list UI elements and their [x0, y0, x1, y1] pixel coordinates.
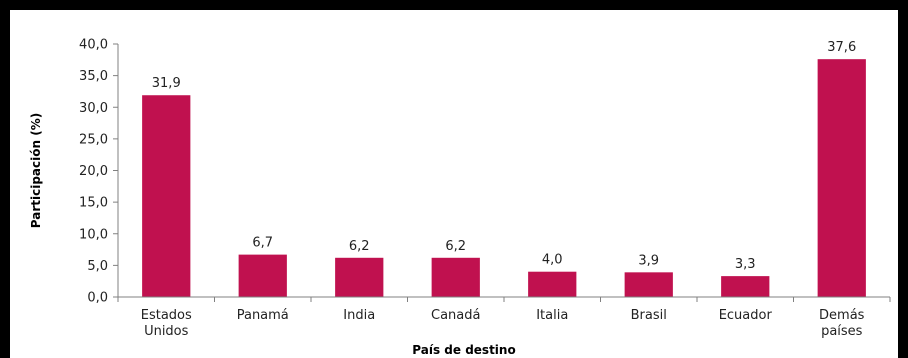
bar-chart: 0,0 5,0 10,0 15,0 20,0 25,0 30,0 35,0 40,0 31,9 6… — [29, 38, 891, 357]
bar — [431, 257, 480, 297]
data-label: 3,3 — [735, 257, 756, 272]
x-tick-label: países — [821, 324, 863, 339]
y-tick-label: 25,0 — [79, 132, 108, 147]
data-label: 37,6 — [827, 40, 856, 55]
bar — [721, 276, 770, 297]
y-tick-label: 20,0 — [79, 164, 108, 179]
y-tick-label: 10,0 — [79, 227, 108, 242]
x-tick-label: Unidos — [144, 324, 189, 339]
bar — [142, 95, 191, 297]
x-axis-title: País de destino — [412, 343, 515, 357]
y-tick-label: 15,0 — [79, 196, 108, 211]
y-tick-label: 40,0 — [79, 38, 108, 53]
x-tick-label: India — [343, 308, 375, 323]
bar — [528, 271, 577, 297]
bar — [624, 272, 673, 297]
data-label: 4,0 — [542, 253, 563, 268]
x-tick-label: Panamá — [237, 308, 289, 323]
bar — [817, 59, 866, 298]
data-label: 6,2 — [445, 239, 466, 254]
data-label: 3,9 — [638, 253, 659, 268]
x-tick-label: Estados — [141, 308, 192, 323]
bars: 31,9 6,7 6,2 6,2 4,0 3,9 3,3 37,6 — [142, 40, 866, 298]
chart-frame: 0,0 5,0 10,0 15,0 20,0 25,0 30,0 35,0 40,0 31,9 6… — [10, 10, 898, 358]
bar — [238, 254, 287, 297]
x-tick-label: Italia — [536, 308, 568, 323]
bar — [335, 257, 384, 297]
y-tick-label: 0,0 — [87, 291, 108, 306]
x-tick-label: Canadá — [431, 308, 480, 323]
y-axis: 0,0 5,0 10,0 15,0 20,0 25,0 30,0 35,0 40,0 — [79, 38, 119, 306]
y-tick-label: 30,0 — [79, 101, 108, 116]
x-tick-label: Demás — [819, 308, 865, 323]
y-tick-label: 35,0 — [79, 69, 108, 84]
data-label: 6,7 — [252, 236, 273, 251]
data-label: 31,9 — [152, 76, 181, 91]
data-label: 6,2 — [349, 239, 370, 254]
x-tick-label: Brasil — [631, 308, 667, 323]
y-axis-title: Participación (%) — [29, 113, 43, 228]
y-tick-label: 5,0 — [87, 259, 108, 274]
x-tick-label: Ecuador — [719, 308, 773, 323]
